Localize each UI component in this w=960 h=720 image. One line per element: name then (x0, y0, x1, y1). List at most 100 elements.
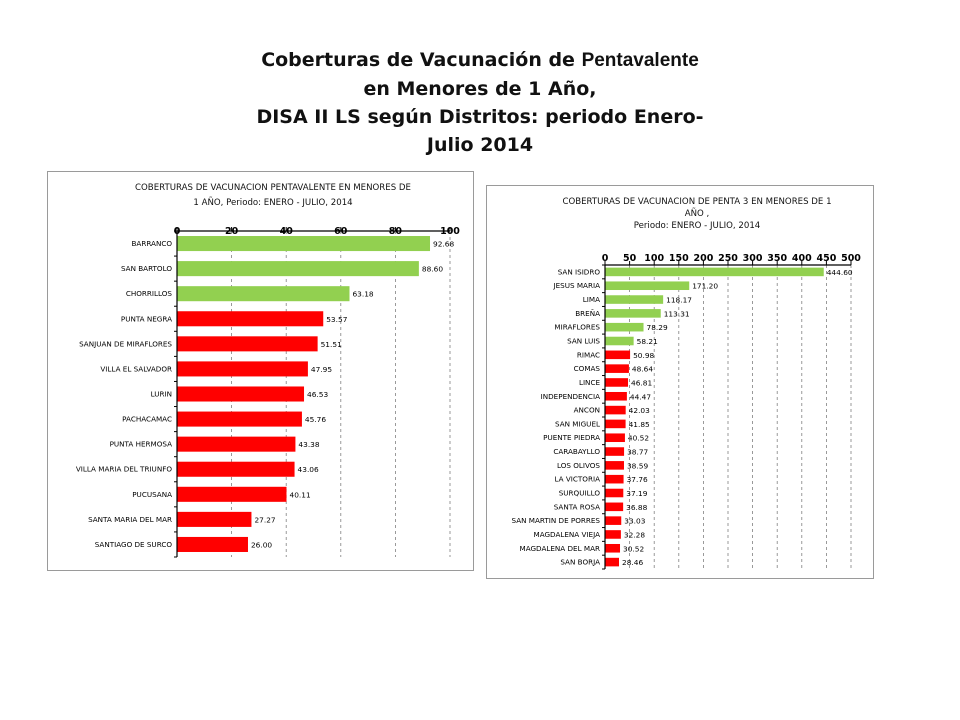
bar (177, 386, 305, 402)
category-label: LA VICTORIA (554, 475, 600, 484)
bar (605, 378, 629, 387)
bar (605, 419, 626, 429)
bar (605, 309, 661, 318)
bar (605, 405, 626, 415)
bar-value-label: 78.29 (647, 323, 668, 332)
category-label: MAGDALENA DEL MAR (520, 544, 601, 553)
bar-value-label: 37.76 (627, 475, 648, 484)
bar-value-label: 37.19 (626, 489, 647, 498)
category-label: BARRANCO (131, 239, 172, 248)
category-label: ANCON (574, 406, 600, 415)
bar (177, 311, 324, 327)
bar-value-label: 43.38 (298, 440, 319, 449)
category-label: PACHACAMAC (122, 415, 172, 424)
bar (605, 350, 631, 360)
slide-title-line-2: en Menores de 1 Año, (363, 78, 597, 100)
category-label: INDEPENDENCIA (541, 392, 600, 401)
bar (605, 461, 624, 470)
chart-title-line: 1 AÑO, Periodo: ENERO - JULIO, 2014 (193, 197, 352, 208)
x-tick-label: 150 (669, 253, 689, 264)
bar-value-label: 36.88 (626, 503, 647, 512)
bar (605, 364, 629, 373)
bar-value-label: 444.60 (827, 268, 853, 277)
bar (605, 336, 634, 346)
category-label: LOS OLIVOS (557, 461, 600, 470)
category-label: SANJUAN DE MIRAFLORES (79, 339, 172, 348)
category-label: SAN BORJA (560, 558, 600, 567)
category-label: SAN MIGUEL (555, 419, 600, 428)
bar (177, 536, 248, 552)
category-label: CHORRILLOS (126, 289, 173, 298)
category-label: SANTA MARIA DEL MAR (88, 515, 172, 524)
x-tick-label: 200 (693, 253, 713, 264)
bar (177, 436, 296, 452)
bar-value-label: 26.00 (251, 540, 272, 549)
category-label: SANTIAGO DE SURCO (95, 540, 173, 549)
bar-value-label: 113.31 (664, 309, 690, 318)
bar-value-label: 58.21 (637, 337, 658, 346)
category-label: SAN LUIS (567, 337, 600, 346)
bar (177, 486, 287, 502)
bar-value-label: 30.52 (623, 544, 644, 553)
x-tick-label: 300 (743, 253, 763, 264)
bar-value-label: 28.46 (622, 558, 643, 567)
bar (605, 516, 622, 525)
bar-value-label: 118.17 (666, 296, 692, 305)
bar-value-label: 88.60 (422, 265, 443, 274)
bar (605, 474, 624, 484)
bar-value-label: 47.95 (311, 365, 332, 374)
x-tick-label: 350 (767, 253, 787, 264)
bar (177, 236, 431, 252)
category-label: BREÑA (575, 309, 600, 318)
bar (177, 411, 302, 427)
slide-title-line-1-a: Coberturas de Vacunación de (261, 49, 582, 71)
bar-value-label: 38.77 (627, 448, 648, 457)
bar-value-label: 51.51 (321, 340, 342, 349)
bar-value-label: 92.68 (433, 240, 454, 249)
category-label: LURIN (151, 390, 172, 399)
bar (605, 488, 624, 498)
category-label: SAN ISIDRO (558, 267, 601, 276)
x-tick-label: 500 (841, 253, 861, 264)
chart-pentavalente: COBERTURAS DE VACUNACION PENTAVALENTE EN… (47, 171, 474, 571)
chart-penta3-svg: COBERTURAS DE VACUNACION DE PENTA 3 EN M… (512, 197, 861, 570)
slide-title-line-4: Julio 2014 (426, 134, 534, 156)
bar (605, 267, 824, 277)
chart-title-line: AÑO , (685, 208, 710, 219)
chart-title-line: Periodo: ENERO - JULIO, 2014 (634, 221, 761, 231)
bar (605, 281, 690, 291)
category-label: MAGDALENA VIEJA (534, 530, 601, 539)
category-label: COMAS (574, 364, 601, 373)
bar-value-label: 63.18 (352, 290, 373, 299)
slide-title-line-3: DISA II LS según Distritos: periodo Ener… (256, 106, 704, 128)
bar (177, 511, 252, 527)
category-label: PUENTE PIEDRA (543, 433, 600, 442)
chart-title-line: COBERTURAS DE VACUNACION PENTAVALENTE EN… (135, 183, 411, 193)
category-label: LINCE (579, 378, 601, 387)
category-label: LIMA (583, 295, 600, 304)
bar (177, 336, 318, 352)
bar-value-label: 43.06 (298, 465, 319, 474)
category-label: MIRAFLORES (554, 323, 600, 332)
x-tick-label: 100 (644, 253, 664, 264)
bar-value-label: 48.64 (632, 365, 653, 374)
bar (177, 461, 295, 477)
bar-value-label: 171.20 (692, 282, 718, 291)
bar-value-label: 45.76 (305, 415, 326, 424)
x-tick-label: 250 (718, 253, 738, 264)
bar (605, 295, 664, 304)
category-label: SAN BARTOLO (121, 264, 172, 273)
category-label: VILLA EL SALVADOR (100, 364, 172, 373)
bar-value-label: 50.98 (633, 351, 654, 360)
bar-value-label: 46.53 (307, 390, 328, 399)
x-tick-label: 50 (623, 253, 637, 264)
category-label: SANTA ROSA (554, 502, 600, 511)
bar-value-label: 40.52 (628, 434, 649, 443)
x-tick-label: 0 (602, 253, 609, 264)
category-label: SURQUILLO (559, 489, 601, 498)
x-tick-label: 450 (816, 253, 836, 264)
chart-title-line: COBERTURAS DE VACUNACION DE PENTA 3 EN M… (562, 197, 831, 207)
bar-value-label: 53.57 (326, 315, 347, 324)
chart-pentavalente-svg: COBERTURAS DE VACUNACION PENTAVALENTE EN… (76, 183, 460, 558)
category-label: PUNTA HERMOSA (110, 440, 172, 449)
